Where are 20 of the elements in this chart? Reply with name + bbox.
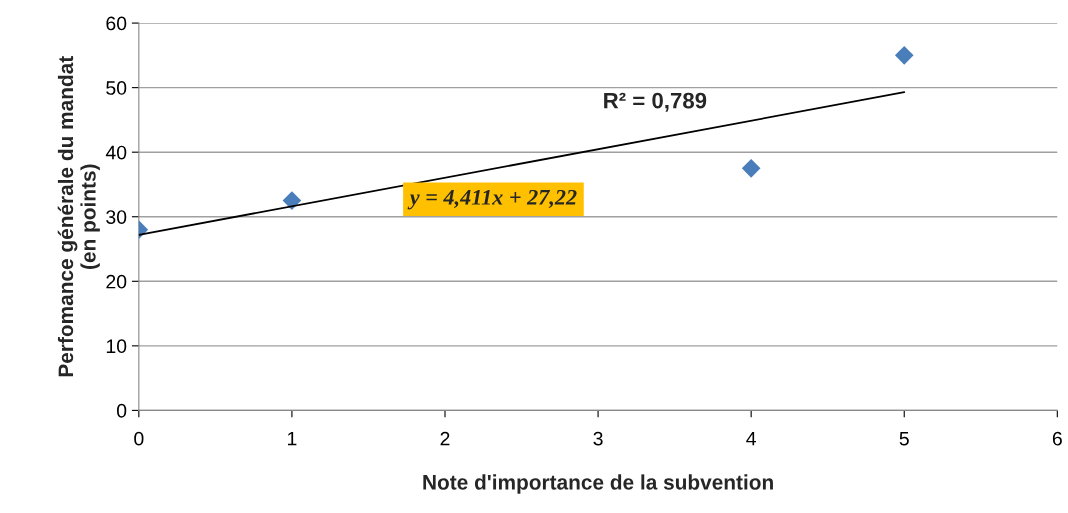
- x-axis-title: Note d'importance de la subvention: [423, 474, 773, 494]
- y-tick-label: 30: [106, 210, 127, 224]
- y-tick-label: 40: [105, 145, 127, 160]
- annotation: y = 4,411x + 27,22: [407, 189, 577, 210]
- x-tick-label: 3: [593, 431, 603, 446]
- x-tick-label: 5: [899, 431, 909, 446]
- x-tick-label: 1: [288, 431, 297, 446]
- x-tick-label: 0: [134, 431, 144, 446]
- x-tick-label: 2: [440, 431, 450, 446]
- point: [894, 46, 914, 65]
- y-axis-title: Perfomance générale du mandat (en points): [57, 56, 100, 377]
- y-tick-label: 60: [106, 16, 127, 31]
- y-tick-label: 10: [106, 339, 127, 354]
- x-tick-label: 6: [1052, 431, 1062, 446]
- y-tick-label: 50: [106, 81, 127, 95]
- y-tick-label: 20: [106, 274, 127, 289]
- y-tick-label: 0: [116, 403, 127, 418]
- annotation: R² = 0,789: [604, 92, 707, 112]
- point: [741, 159, 761, 178]
- x-tick-label: 4: [746, 431, 756, 446]
